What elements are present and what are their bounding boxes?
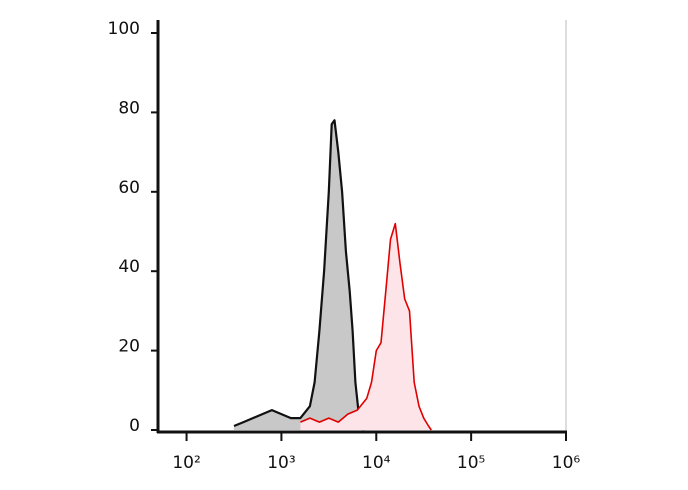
x-tick-label: 10⁴ — [362, 453, 391, 473]
y-tick-label: 20 — [118, 337, 140, 357]
y-tick-label: 40 — [118, 257, 140, 277]
x-tick-label: 10⁵ — [457, 453, 485, 473]
x-tick-label: 10³ — [267, 453, 295, 473]
y-tick-label: 60 — [118, 178, 140, 198]
series-line — [233, 119, 365, 431]
series-area — [234, 120, 364, 431]
x-tick-label: 10² — [172, 453, 200, 473]
x-tick-label: 10⁶ — [552, 453, 581, 473]
series-area — [300, 223, 432, 430]
y-tick-label: 0 — [129, 416, 140, 436]
y-tick-label: 80 — [118, 98, 140, 118]
series-line — [300, 222, 432, 431]
y-tick-label: 100 — [108, 19, 140, 39]
